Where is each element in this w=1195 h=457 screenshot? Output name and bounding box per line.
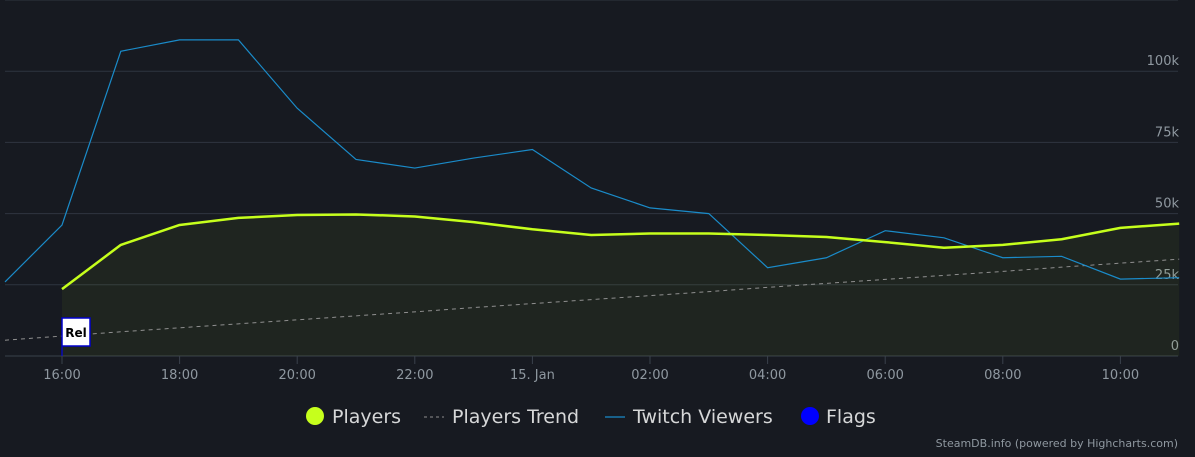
x-tick-label: 10:00 bbox=[1102, 368, 1139, 383]
x-tick-label: 20:00 bbox=[278, 368, 315, 383]
legend-item-flags[interactable]: Flags bbox=[801, 406, 876, 428]
legend-label-players: Players bbox=[332, 406, 401, 428]
y-tick-label: 50k bbox=[1155, 197, 1180, 212]
y-tick-label: 75k bbox=[1155, 125, 1180, 140]
legend[interactable]: Players Players Trend Twitch Viewers Fla… bbox=[306, 406, 876, 428]
x-tick-label: 15. Jan bbox=[510, 368, 555, 383]
series-layer bbox=[4, 39, 1180, 356]
x-tick-label: 18:00 bbox=[161, 368, 198, 383]
legend-label-twitch-viewers: Twitch Viewers bbox=[632, 406, 773, 428]
x-tick-label: 22:00 bbox=[396, 368, 433, 383]
players-line bbox=[61, 213, 1180, 291]
y-axis-labels: 0 25k 50k 75k 100k bbox=[1147, 54, 1180, 354]
legend-item-twitch-viewers[interactable]: Twitch Viewers bbox=[605, 406, 773, 428]
players-area bbox=[62, 214, 1180, 356]
credits-link[interactable]: SteamDB.info (powered by Highcharts.com) bbox=[936, 437, 1178, 450]
flags-layer[interactable]: Rel bbox=[61, 317, 91, 356]
legend-item-players[interactable]: Players bbox=[306, 406, 401, 428]
legend-label-flags: Flags bbox=[826, 406, 876, 428]
x-axis: 16:00 18:00 20:00 22:00 15. Jan 02:00 04:00 06:… bbox=[43, 356, 1139, 383]
x-tick-label: 06:00 bbox=[866, 368, 903, 383]
x-tick-label: 04:00 bbox=[749, 368, 786, 383]
x-tick-label: 08:00 bbox=[984, 368, 1021, 383]
legend-label-players-trend: Players Trend bbox=[452, 406, 579, 428]
flag-marker[interactable]: Rel bbox=[61, 317, 91, 356]
x-tick-label: 02:00 bbox=[631, 368, 668, 383]
flag-label: Rel bbox=[65, 326, 87, 340]
y-tick-label: 25k bbox=[1155, 268, 1180, 283]
legend-item-players-trend[interactable]: Players Trend bbox=[424, 406, 579, 428]
flag-box bbox=[61, 317, 91, 347]
x-tick-label: 16:00 bbox=[43, 368, 80, 383]
players-trend-line bbox=[4, 258, 1180, 341]
players-legend-marker bbox=[306, 407, 324, 425]
twitch-viewers-line bbox=[4, 39, 1180, 283]
y-tick-label: 0 bbox=[1171, 339, 1179, 354]
flags-legend-marker bbox=[801, 407, 819, 425]
y-tick-label: 100k bbox=[1147, 54, 1180, 69]
grid-lines bbox=[5, 0, 1178, 357]
